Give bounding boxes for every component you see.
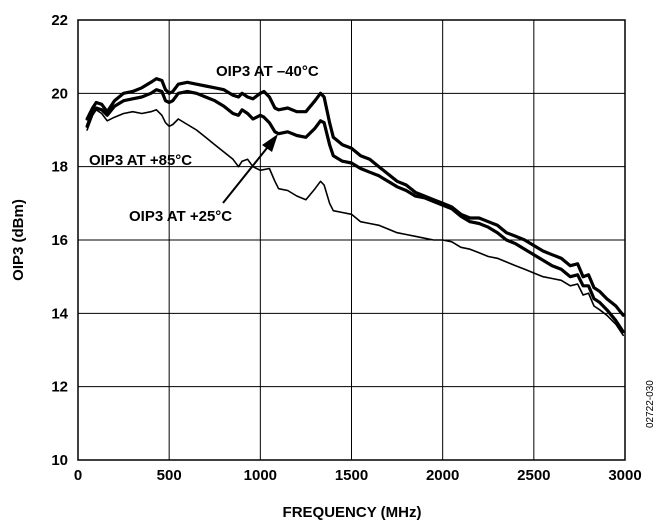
x-tick-label: 2500	[517, 467, 550, 484]
x-tick-label: 2000	[426, 467, 459, 484]
annotation-minus40c: OIP3 AT –40°C	[216, 63, 319, 80]
x-tick-labels: 0 500 1000 1500 2000 2500 3000	[74, 467, 642, 484]
y-tick-label: 14	[51, 305, 68, 322]
x-tick-label: 1500	[335, 467, 368, 484]
x-tick-label: 0	[74, 467, 82, 484]
series-lines	[85, 77, 625, 337]
annotation-arrow-head	[262, 134, 278, 152]
annotation-arrow-shaft	[222, 142, 272, 204]
y-tick-label: 18	[51, 159, 68, 176]
annotation-plus85c: OIP3 AT +85°C	[89, 152, 192, 169]
x-tick-label: 3000	[608, 467, 641, 484]
y-tick-label: 12	[51, 379, 68, 396]
x-axis-title: FREQUENCY (MHz)	[283, 504, 422, 521]
y-tick-label: 16	[51, 232, 68, 249]
y-tick-label: 10	[51, 452, 68, 469]
x-tick-label: 500	[157, 467, 182, 484]
grid-lines	[78, 20, 625, 460]
plot-frame	[77, 19, 626, 461]
y-tick-labels: 10 12 14 16 18 20 22	[51, 12, 68, 469]
y-axis-title: OIP3 (dBm)	[10, 199, 27, 281]
series-line-0	[85, 77, 625, 317]
x-tick-label: 1000	[244, 467, 277, 484]
figure-id: 02722-030	[645, 380, 656, 428]
annotation-plus25c: OIP3 AT +25°C	[129, 208, 232, 225]
series-line-2	[86, 109, 624, 337]
series-line-1	[85, 88, 625, 334]
y-tick-label: 20	[51, 85, 68, 102]
y-tick-label: 22	[51, 12, 68, 29]
